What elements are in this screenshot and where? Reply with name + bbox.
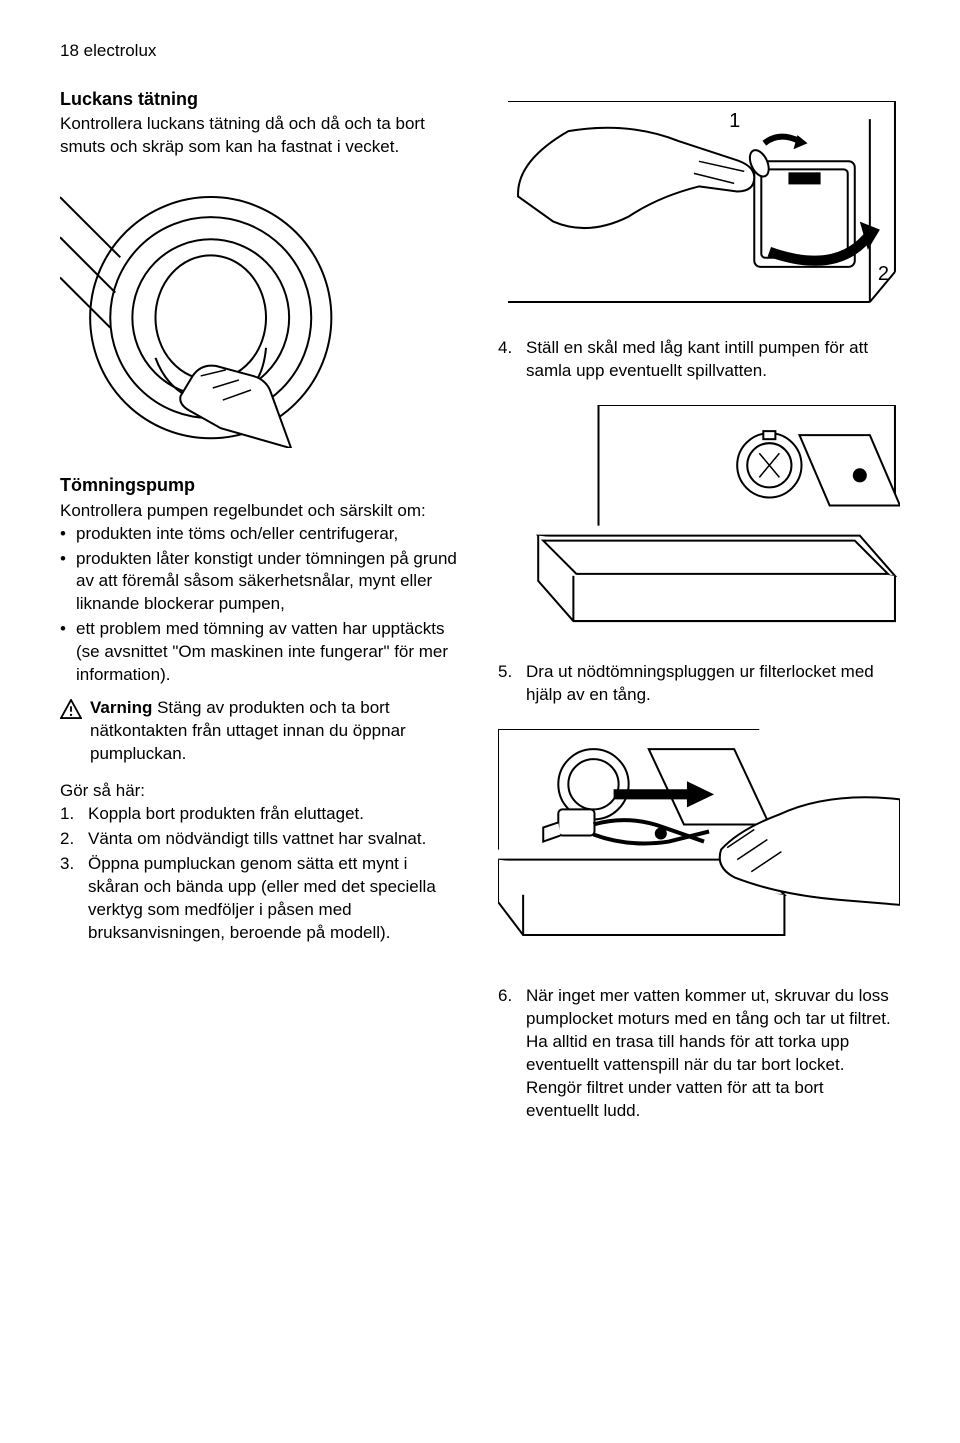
brand-name: electrolux <box>84 41 157 60</box>
pump-intro: Kontrollera pumpen regelbundet och särsk… <box>60 500 462 523</box>
bullet-item: produkten låter konstigt under tömningen… <box>60 548 462 617</box>
step-item: 1. Koppla bort produkten från eluttaget. <box>60 803 462 826</box>
step-number: 2. <box>60 828 74 851</box>
step5-list: 5. Dra ut nödtömningspluggen ur filterloc… <box>498 661 900 707</box>
step-number: 1. <box>60 803 74 826</box>
step-item: 6. När inget mer vatten kommer ut, skruva… <box>498 985 900 1123</box>
page-header: 18 electrolux <box>60 40 900 63</box>
step-item: 3. Öppna pumpluckan genom sätta ett mynt … <box>60 853 462 945</box>
callout-2: 2 <box>878 263 889 285</box>
step-text: Koppla bort produkten från eluttaget. <box>88 804 364 823</box>
warning-bold: Varning <box>90 698 152 717</box>
step-text: Vänta om nödvändigt tills vattnet har sv… <box>88 829 426 848</box>
pliers-illustration <box>498 729 900 960</box>
warning-block: Varning Stäng av produkten och ta bort n… <box>60 697 462 766</box>
steps-heading: Gör så här: <box>60 780 462 803</box>
step-number: 3. <box>60 853 74 876</box>
step-text: Öppna pumpluckan genom sätta ett mynt i … <box>88 854 436 942</box>
left-column: Luckans tätning Kontrollera luckans tätn… <box>60 87 462 1131</box>
page-number: 18 <box>60 41 79 60</box>
content-columns: Luckans tätning Kontrollera luckans tätn… <box>60 87 900 1131</box>
left-steps: 1.Koppla bort produkten från eluttaget. … <box>60 803 462 945</box>
step-text: När inget mer vatten kommer ut, skruvar … <box>526 986 891 1120</box>
right-column: 1 2 4. Ställ en skål med låg kant intill … <box>498 87 900 1131</box>
warning-text: Varning Stäng av produkten och ta bort n… <box>90 697 462 766</box>
door-seal-illustration <box>60 187 462 448</box>
seal-paragraph: Kontrollera luckans tätning då och då oc… <box>60 113 462 159</box>
open-cover-illustration: 1 2 <box>498 101 900 312</box>
warning-icon <box>60 699 82 719</box>
section-title-pump: Tömningspump <box>60 473 462 497</box>
step-number: 5. <box>498 661 512 684</box>
step-text: Dra ut nödtömningspluggen ur filterlocke… <box>526 662 874 704</box>
step-number: 4. <box>498 337 512 360</box>
pump-bullets: produkten inte töms och/eller centrifuge… <box>60 523 462 688</box>
step-item: 5. Dra ut nödtömningspluggen ur filterloc… <box>498 661 900 707</box>
bullet-item: ett problem med tömning av vatten har up… <box>60 618 462 687</box>
step-item: 4. Ställ en skål med låg kant intill pump… <box>498 337 900 383</box>
callout-1: 1 <box>729 110 740 132</box>
bullet-item: produkten inte töms och/eller centrifuge… <box>60 523 462 546</box>
step6-list: 6. När inget mer vatten kommer ut, skruva… <box>498 985 900 1123</box>
bowl-under-pump-illustration <box>498 405 900 636</box>
section-title-seal: Luckans tätning <box>60 87 462 111</box>
step-item: 2. Vänta om nödvändigt tills vattnet har … <box>60 828 462 851</box>
step-number: 6. <box>498 985 512 1008</box>
step-text: Ställ en skål med låg kant intill pumpen… <box>526 338 868 380</box>
step4-list: 4. Ställ en skål med låg kant intill pump… <box>498 337 900 383</box>
